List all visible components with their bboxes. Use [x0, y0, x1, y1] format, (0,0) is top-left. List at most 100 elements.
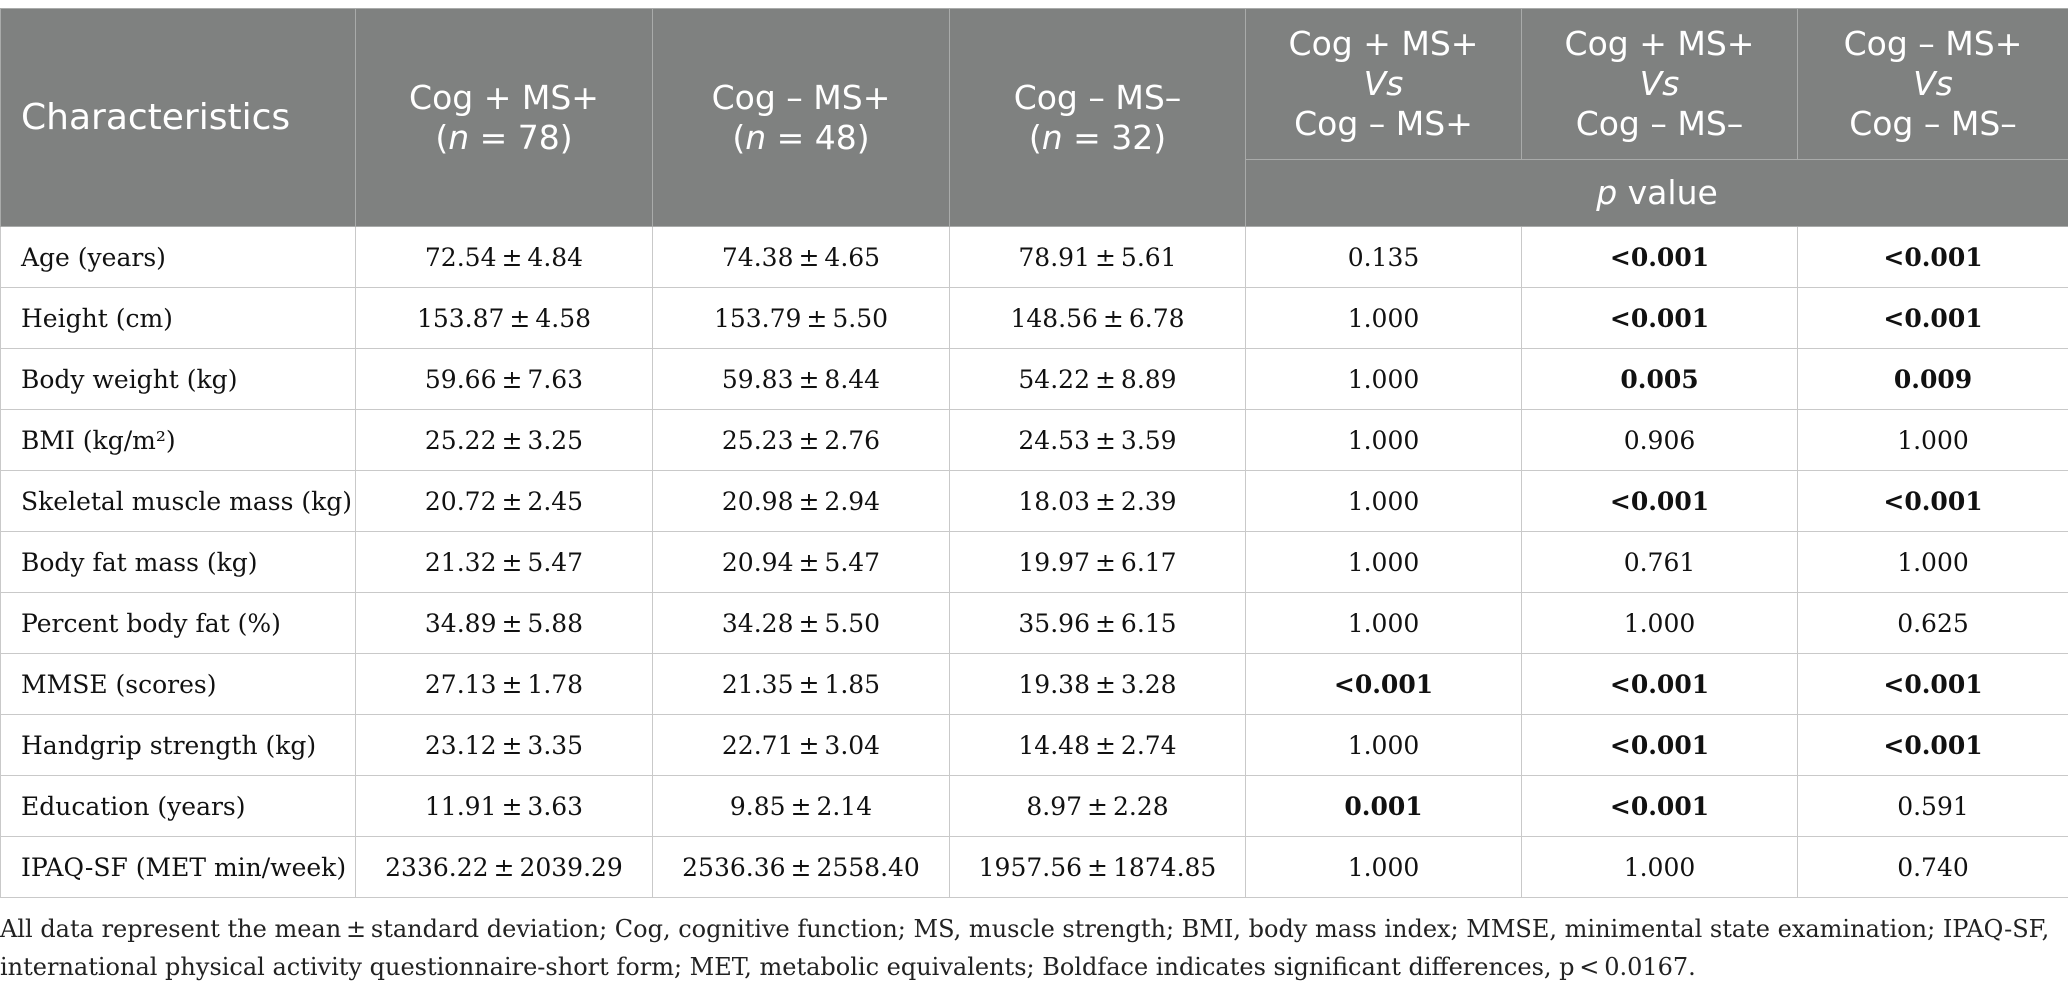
group2-value: 9.85 ± 2.14 — [652, 775, 950, 837]
group2-value: 20.94 ± 5.47 — [652, 531, 950, 593]
group2-value: 153.79 ± 5.50 — [652, 287, 950, 349]
pvalue-1: 0.135 — [1245, 226, 1522, 288]
group3-value: 14.48 ± 2.74 — [949, 714, 1246, 776]
row-label: IPAQ-SF (MET min/week) — [0, 836, 356, 898]
group1-value: 72.54 ± 4.84 — [355, 226, 653, 288]
comparison-header-2: Cog + MS+ Vs Cog – MS– — [1521, 8, 1798, 160]
table-row: Body fat mass (kg) 21.32 ± 5.47 20.94 ± 5.… — [0, 531, 2068, 593]
pvalue-3: <0.001 — [1797, 287, 2068, 349]
pvalue-3: <0.001 — [1797, 470, 2068, 532]
group1-value: 34.89 ± 5.88 — [355, 592, 653, 654]
pvalue-2: <0.001 — [1521, 226, 1798, 288]
table-row: Handgrip strength (kg) 23.12 ± 3.35 22.71 … — [0, 714, 2068, 776]
group2-value: 59.83 ± 8.44 — [652, 348, 950, 410]
pvalue-2: <0.001 — [1521, 470, 1798, 532]
pvalue-1: 1.000 — [1245, 409, 1522, 471]
pvalue-2: <0.001 — [1521, 775, 1798, 837]
table-row: Skeletal muscle mass (kg) 20.72 ± 2.45 20.… — [0, 470, 2068, 532]
pvalue-2: 0.761 — [1521, 531, 1798, 593]
group3-value: 8.97 ± 2.28 — [949, 775, 1246, 837]
row-label: BMI (kg/m²) — [0, 409, 356, 471]
group2-value: 34.28 ± 5.50 — [652, 592, 950, 654]
group2-value: 25.23 ± 2.76 — [652, 409, 950, 471]
table-row: Age (years) 72.54 ± 4.84 74.38 ± 4.65 78.91… — [0, 226, 2068, 288]
group3-value: 148.56 ± 6.78 — [949, 287, 1246, 349]
group1-value: 2336.22 ± 2039.29 — [355, 836, 653, 898]
results-table-container: Characteristics Cog + MS+ (n = 78) Cog –… — [0, 8, 2068, 898]
comparison-header-1: Cog + MS+ Vs Cog – MS+ — [1245, 8, 1522, 160]
pvalue-1: 1.000 — [1245, 592, 1522, 654]
table-body: Age (years) 72.54 ± 4.84 74.38 ± 4.65 78.91… — [0, 226, 2068, 898]
pvalue-header: p value — [1245, 159, 2068, 227]
group3-value: 54.22 ± 8.89 — [949, 348, 1246, 410]
pvalue-header-row: p value — [1, 159, 2068, 227]
pvalue-1: 1.000 — [1245, 348, 1522, 410]
group-name: Cog + MS+ — [409, 77, 599, 117]
group3-value: 35.96 ± 6.15 — [949, 592, 1246, 654]
group-header-cog-plus-ms-plus: Cog + MS+ (n = 78) — [355, 8, 653, 227]
group1-value: 20.72 ± 2.45 — [355, 470, 653, 532]
pvalue-3: 0.591 — [1797, 775, 2068, 837]
group3-value: 1957.56 ± 1874.85 — [949, 836, 1246, 898]
row-label: Body weight (kg) — [0, 348, 356, 410]
pvalue-2: <0.001 — [1521, 714, 1798, 776]
pvalue-3: 1.000 — [1797, 531, 2068, 593]
characteristics-table: Characteristics Cog + MS+ (n = 78) Cog –… — [0, 8, 2068, 898]
pvalue-1: 1.000 — [1245, 836, 1522, 898]
group2-value: 22.71 ± 3.04 — [652, 714, 950, 776]
group2-value: 74.38 ± 4.65 — [652, 226, 950, 288]
pvalue-1: <0.001 — [1245, 653, 1522, 715]
row-label: Percent body fat (%) — [0, 592, 356, 654]
group1-value: 59.66 ± 7.63 — [355, 348, 653, 410]
pvalue-3: <0.001 — [1797, 714, 2068, 776]
pvalue-2: 1.000 — [1521, 592, 1798, 654]
pvalue-3: 1.000 — [1797, 409, 2068, 471]
header-row: Characteristics Cog + MS+ (n = 78) Cog –… — [0, 8, 2068, 227]
group-n: (n = 48) — [732, 117, 870, 157]
table-row: Education (years) 11.91 ± 3.63 9.85 ± 2.14… — [0, 775, 2068, 837]
pvalue-2: <0.001 — [1521, 653, 1798, 715]
table-header: Characteristics Cog + MS+ (n = 78) Cog –… — [0, 8, 2068, 227]
group3-value: 24.53 ± 3.59 — [949, 409, 1246, 471]
pvalue-2: 1.000 — [1521, 836, 1798, 898]
table-row: BMI (kg/m²) 25.22 ± 3.25 25.23 ± 2.76 24.53… — [0, 409, 2068, 471]
group-header-cog-minus-ms-minus: Cog – MS– (n = 32) — [949, 8, 1246, 227]
table-row: Percent body fat (%) 34.89 ± 5.88 34.28 ± … — [0, 592, 2068, 654]
group1-value: 25.22 ± 3.25 — [355, 409, 653, 471]
pvalue-3: 0.625 — [1797, 592, 2068, 654]
group2-value: 2536.36 ± 2558.40 — [652, 836, 950, 898]
table-row: Body weight (kg) 59.66 ± 7.63 59.83 ± 8.44… — [0, 348, 2068, 410]
row-label: MMSE (scores) — [0, 653, 356, 715]
pvalue-2: 0.906 — [1521, 409, 1798, 471]
row-label: Handgrip strength (kg) — [0, 714, 356, 776]
table-row: MMSE (scores) 27.13 ± 1.78 21.35 ± 1.85 19.… — [0, 653, 2068, 715]
pvalue-1: 1.000 — [1245, 470, 1522, 532]
pvalue-3: <0.001 — [1797, 226, 2068, 288]
table-row: Height (cm) 153.87 ± 4.58 153.79 ± 5.50 148… — [0, 287, 2068, 349]
group-name: Cog – MS+ — [711, 77, 891, 117]
row-label: Skeletal muscle mass (kg) — [0, 470, 356, 532]
group1-value: 11.91 ± 3.63 — [355, 775, 653, 837]
group-n: (n = 32) — [1028, 117, 1167, 157]
group-header-cog-minus-ms-plus: Cog – MS+ (n = 48) — [652, 8, 950, 227]
group-n: (n = 78) — [435, 117, 573, 157]
characteristics-header: Characteristics — [0, 8, 356, 227]
group2-value: 20.98 ± 2.94 — [652, 470, 950, 532]
pvalue-1: 0.001 — [1245, 775, 1522, 837]
pvalue-3: 0.009 — [1797, 348, 2068, 410]
pvalue-2: 0.005 — [1521, 348, 1798, 410]
group3-value: 19.97 ± 6.17 — [949, 531, 1246, 593]
group3-value: 18.03 ± 2.39 — [949, 470, 1246, 532]
pvalue-2: <0.001 — [1521, 287, 1798, 349]
row-label: Height (cm) — [0, 287, 356, 349]
pvalue-3: 0.740 — [1797, 836, 2068, 898]
group1-value: 23.12 ± 3.35 — [355, 714, 653, 776]
pvalue-1: 1.000 — [1245, 287, 1522, 349]
pvalue-1: 1.000 — [1245, 531, 1522, 593]
group2-value: 21.35 ± 1.85 — [652, 653, 950, 715]
group3-value: 78.91 ± 5.61 — [949, 226, 1246, 288]
table-footnote: All data represent the mean ± standard d… — [0, 915, 2050, 981]
comparison-header-3: Cog – MS+ Vs Cog – MS– — [1797, 8, 2068, 160]
row-label: Body fat mass (kg) — [0, 531, 356, 593]
group1-value: 21.32 ± 5.47 — [355, 531, 653, 593]
